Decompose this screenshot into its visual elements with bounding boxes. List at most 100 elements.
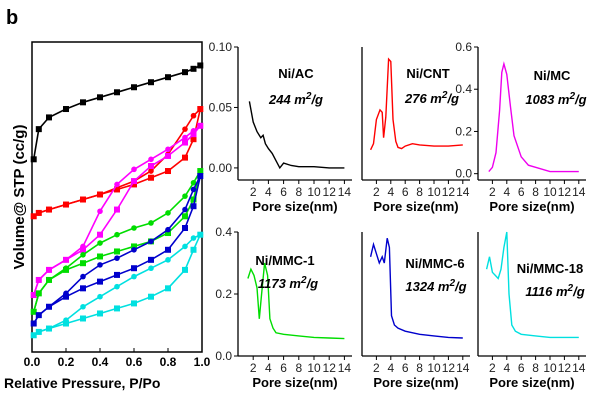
isotherm-desorption-line [33,108,201,217]
isotherm-adsorption-point [114,271,120,278]
psd-cnt-sample-name: Ni/CNT [406,66,449,81]
psd-mmc6-xtick-label: 2 [373,361,380,375]
psd-ac-ytick-label: 0.05 [209,100,233,114]
isotherm-desorption-point [63,265,69,272]
psd-mmc1-curve [247,262,345,340]
isotherm-adsorption-point [148,174,154,181]
psd-mmc1-xtick-label: 8 [295,361,302,375]
psd-mmc1-xtick-label: 6 [280,361,287,375]
isotherm-desorption-point [182,134,188,141]
isotherm-desorption-point [46,206,52,213]
isotherm-xtick-label: 0.8 [160,355,177,369]
isotherm-desorption-point [190,112,197,119]
isotherm-desorption-point [165,210,171,216]
isotherm-desorption-point [190,179,197,186]
psd-cnt-surface-area-value: 276 m [404,91,442,106]
psd-mmc6-xtick-label: 12 [442,361,456,375]
isotherm-adsorption-point [190,203,197,210]
isotherm-desorption-point [80,273,86,280]
psd-mc-xtick-label: 6 [518,185,525,199]
psd-mc-xtick-label: 14 [572,185,586,199]
psd-ac-xtick-label: 6 [280,185,287,199]
psd-mmc1-xtick-label: 4 [265,361,272,375]
isotherm-desorption-point [63,257,69,263]
psd-mmc18-surface-area-exp: 2 [567,283,574,294]
isotherm-y-axis-label: Volume@ STP (cc/g) [11,125,28,270]
psd-mc-xtick-label: 12 [558,185,572,199]
isotherm-desorption-point [46,325,52,332]
psd-mmc1-xtick-label: 12 [323,361,337,375]
isotherm-adsorption-point [97,278,103,285]
isotherm-adsorption-line [32,64,201,160]
psd-mmc6-xtick-label: 10 [427,361,441,375]
psd-mc-xtick-label: 4 [503,185,510,199]
isotherm-desorption-point [36,290,42,297]
isotherm-adsorption-point [165,74,171,81]
isotherm-series-2 [30,122,204,299]
isotherm-xtick-label: 0.4 [92,355,109,369]
psd-mmc18-surface-area: 1116 m2/g [525,283,584,299]
psd-mmc18-xtick-label: 10 [543,361,557,375]
isotherm-desorption-point [197,122,204,129]
psd-mmc1-surface-area-value: 1173 m [258,276,302,291]
isotherm-desorption-point [165,226,171,233]
psd-mmc1-xtick-label: 2 [250,361,257,375]
isotherm-adsorption-point [131,178,137,185]
isotherm-adsorption-point [182,225,188,231]
psd-mmc1-surface-area: 1173 m2/g [258,275,318,291]
isotherm-desorption-point [131,166,137,173]
isotherm-desorption-point [190,128,197,134]
psd-mmc18-sample-name: Ni/MMC-18 [517,261,583,276]
psd-mmc1-ytick-label: 0.4 [215,225,232,239]
isotherm-adsorption-point [30,156,37,163]
psd-mc-curve [488,61,579,173]
isotherm-adsorption-point [182,266,188,273]
psd-cnt-surface-area-exp: 2 [441,90,448,101]
psd-mmc6-xtick-label: 8 [416,361,423,375]
isotherm-adsorption-point [190,131,197,138]
isotherm-adsorption-point [190,196,197,203]
psd-ac-curve [248,101,345,170]
isotherm-desorption-point [182,193,188,199]
isotherm-adsorption-point [165,230,171,237]
isotherm-adsorption-point [131,84,137,91]
psd-ac-xtick-label: 2 [250,185,257,199]
isotherm-adsorption-point [80,315,86,322]
isotherm-desorption-point [63,201,69,208]
isotherm-desorption-point [131,225,137,231]
isotherm-desorption-point [182,243,188,250]
isotherm-desorption-point [114,255,120,261]
isotherm-adsorption-point [182,69,188,76]
isotherm-desorption-point [97,208,103,215]
isotherm-desorption-point [63,290,69,297]
psd-mmc6-xtick-label: 4 [387,361,394,375]
psd-cnt-xtick-label: 10 [427,185,441,199]
isotherm-series-1 [30,106,204,220]
isotherm-desorption-point [30,332,37,339]
isotherm-xtick-label: 0.6 [126,355,143,369]
psd-mc-xtick-label: 2 [489,185,496,199]
isotherm-adsorption-point [182,213,188,220]
psd-mmc18-surface-area-value: 1116 m [525,284,568,299]
isotherm-x-axis-label: Relative Pressure, P/Po [4,375,160,391]
isotherm-adsorption-point [190,136,197,143]
psd-mmc6-surface-area-exp: 2 [448,278,455,289]
psd-mmc18-xtick-label: 14 [572,361,586,375]
isotherm-adsorption-point [97,310,103,317]
isotherm-desorption-point [80,252,86,258]
charts: 0.0 0.2 0.4 0.6 0.8 1.0 Relative Pressure, P/P… [4,40,587,391]
isotherm-adsorption-point [131,265,137,272]
isotherm-adsorption-point [63,293,69,300]
isotherm-adsorption-point [148,293,154,300]
psd-ac-x-axis-label: Pore size(nm) [252,199,337,214]
isotherm-series-4 [30,173,204,327]
isotherm-adsorption-point [131,181,137,188]
isotherm-desorption-point [114,181,120,188]
psd-mmc18-x-axis-label: Pore size(nm) [489,375,574,390]
isotherm-adsorption-point [35,126,42,133]
psd-cnt-surface-area-tail: /g [446,91,459,106]
psd-cnt-xtick-label: 14 [456,185,470,199]
